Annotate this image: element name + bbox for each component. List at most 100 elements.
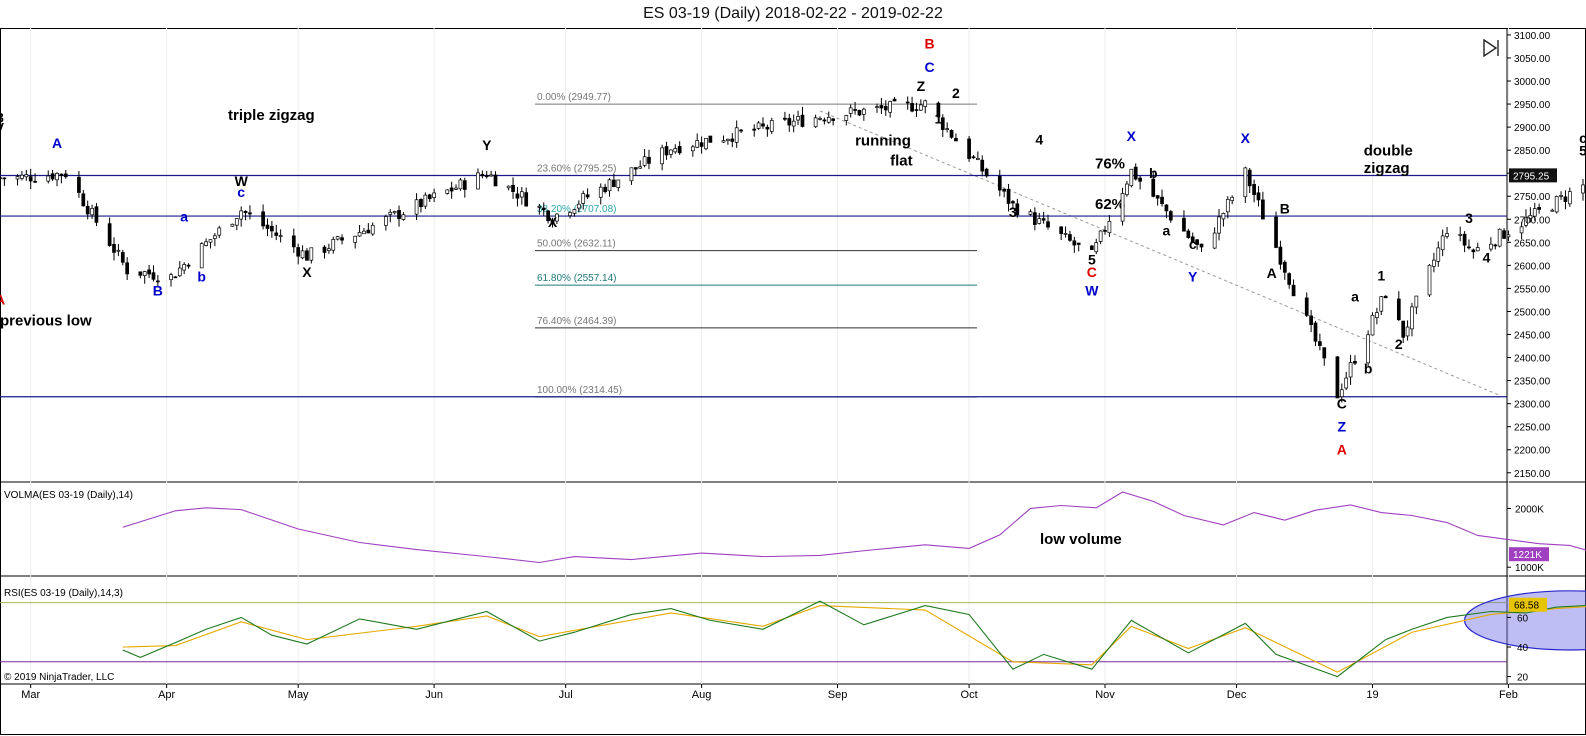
candle-body	[879, 105, 884, 109]
last-price-label: 2795.25	[1513, 171, 1550, 182]
candle-body	[756, 122, 761, 129]
x-tick-label: Jun	[425, 689, 443, 701]
scroll-to-end-button[interactable]	[1480, 36, 1504, 58]
candle-body	[24, 174, 29, 178]
candle-body	[581, 193, 586, 204]
trend-line	[819, 110, 1500, 396]
candle-body	[511, 184, 515, 192]
candle-body	[1041, 218, 1046, 221]
wave-label: Z	[1338, 418, 1347, 434]
wave-label: a	[1163, 222, 1171, 238]
candle-body	[15, 176, 20, 180]
candle-body	[1335, 356, 1340, 399]
wave-label: double	[1364, 143, 1413, 160]
candle-body	[1322, 347, 1327, 359]
candle-body	[423, 194, 428, 207]
candle-body	[1006, 188, 1011, 204]
candle-body	[945, 128, 950, 131]
candle-body	[322, 246, 327, 253]
candle-body	[1168, 211, 1173, 221]
fib-label: 50.00% (2632.11)	[537, 239, 616, 250]
candle-body	[524, 192, 529, 207]
candle-body	[366, 229, 371, 234]
fib-label: 38.20% (2707.08)	[537, 204, 617, 215]
candle-body	[1401, 320, 1406, 338]
rsi-signal-line	[122, 605, 1586, 673]
candle-body	[1291, 284, 1296, 297]
wave-label: running	[855, 133, 911, 150]
rsi-panel: RSI(ES 03-19 (Daily),14,3) 60 40 20 68.58 © 2…	[0, 588, 1586, 684]
wave-label: Y	[482, 137, 492, 153]
candle-body	[1011, 201, 1015, 204]
candle-body	[572, 209, 577, 214]
candle-body	[910, 103, 914, 112]
candle-body	[1581, 184, 1585, 194]
wave-label: X	[1241, 130, 1251, 146]
candle-body	[673, 148, 678, 153]
candle-body	[612, 179, 616, 187]
candle-body	[177, 267, 182, 277]
wave-label: b	[1149, 165, 1158, 181]
candle-body	[107, 223, 112, 246]
candle-body	[1186, 230, 1191, 238]
candle-body	[1033, 212, 1037, 225]
candle-body	[971, 156, 976, 159]
candle-body	[340, 237, 344, 241]
candle-body	[888, 101, 893, 113]
candle-body	[432, 192, 436, 198]
candle-body	[726, 138, 730, 142]
y-tick-label: 2700.00	[1514, 215, 1551, 226]
candle-body	[695, 140, 700, 148]
candle-body	[616, 179, 621, 188]
x-tick-label: 19	[1366, 689, 1378, 701]
candle-body	[537, 206, 542, 208]
candle-body	[335, 236, 340, 240]
candle-body	[213, 235, 217, 239]
candle-body	[55, 173, 59, 181]
candle-body	[20, 174, 24, 179]
candle-body	[769, 120, 774, 132]
candle-body	[1274, 216, 1278, 248]
candle-body	[642, 156, 647, 166]
wave-label: 1	[1377, 268, 1385, 284]
candle-body	[476, 172, 480, 190]
candle-body	[484, 175, 489, 178]
x-tick-label: Nov	[1095, 689, 1115, 701]
candle-body	[204, 241, 208, 246]
candle-body	[1497, 228, 1502, 247]
chart-frame	[0, 28, 1586, 735]
candle-body	[765, 126, 770, 130]
play-end-icon	[1483, 38, 1498, 58]
candle-body	[519, 191, 524, 198]
volume-note: low volume	[1040, 531, 1122, 548]
candle-body	[664, 146, 669, 156]
candle-body	[813, 117, 818, 128]
candle-body	[1015, 203, 1020, 216]
candle-body	[949, 130, 954, 138]
candle-body	[1230, 196, 1235, 201]
candle-body	[576, 203, 581, 209]
candle-body	[234, 218, 239, 226]
candle-body	[923, 100, 928, 107]
candle-body	[199, 243, 204, 269]
candle-body	[1076, 242, 1081, 245]
wave-label: v	[0, 117, 4, 133]
candle-body	[147, 269, 151, 275]
candle-body	[848, 107, 853, 114]
wave-label: B	[153, 282, 163, 298]
candle-body	[818, 118, 822, 120]
candle-body	[278, 235, 283, 237]
wave-label: A	[52, 135, 62, 151]
candle-body	[493, 174, 498, 187]
candle-body	[550, 221, 555, 224]
candle-body	[357, 232, 362, 237]
candle-body	[208, 239, 213, 243]
candle-body	[1256, 192, 1261, 201]
candle-body	[1567, 191, 1572, 205]
candle-body	[796, 116, 800, 121]
candle-body	[1155, 195, 1160, 199]
candle-body	[1489, 243, 1493, 250]
volma-panel: VOLMA(ES 03-19 (Daily),14) 2000K 1000K 1221…	[4, 490, 1586, 574]
candle-body	[791, 120, 796, 127]
